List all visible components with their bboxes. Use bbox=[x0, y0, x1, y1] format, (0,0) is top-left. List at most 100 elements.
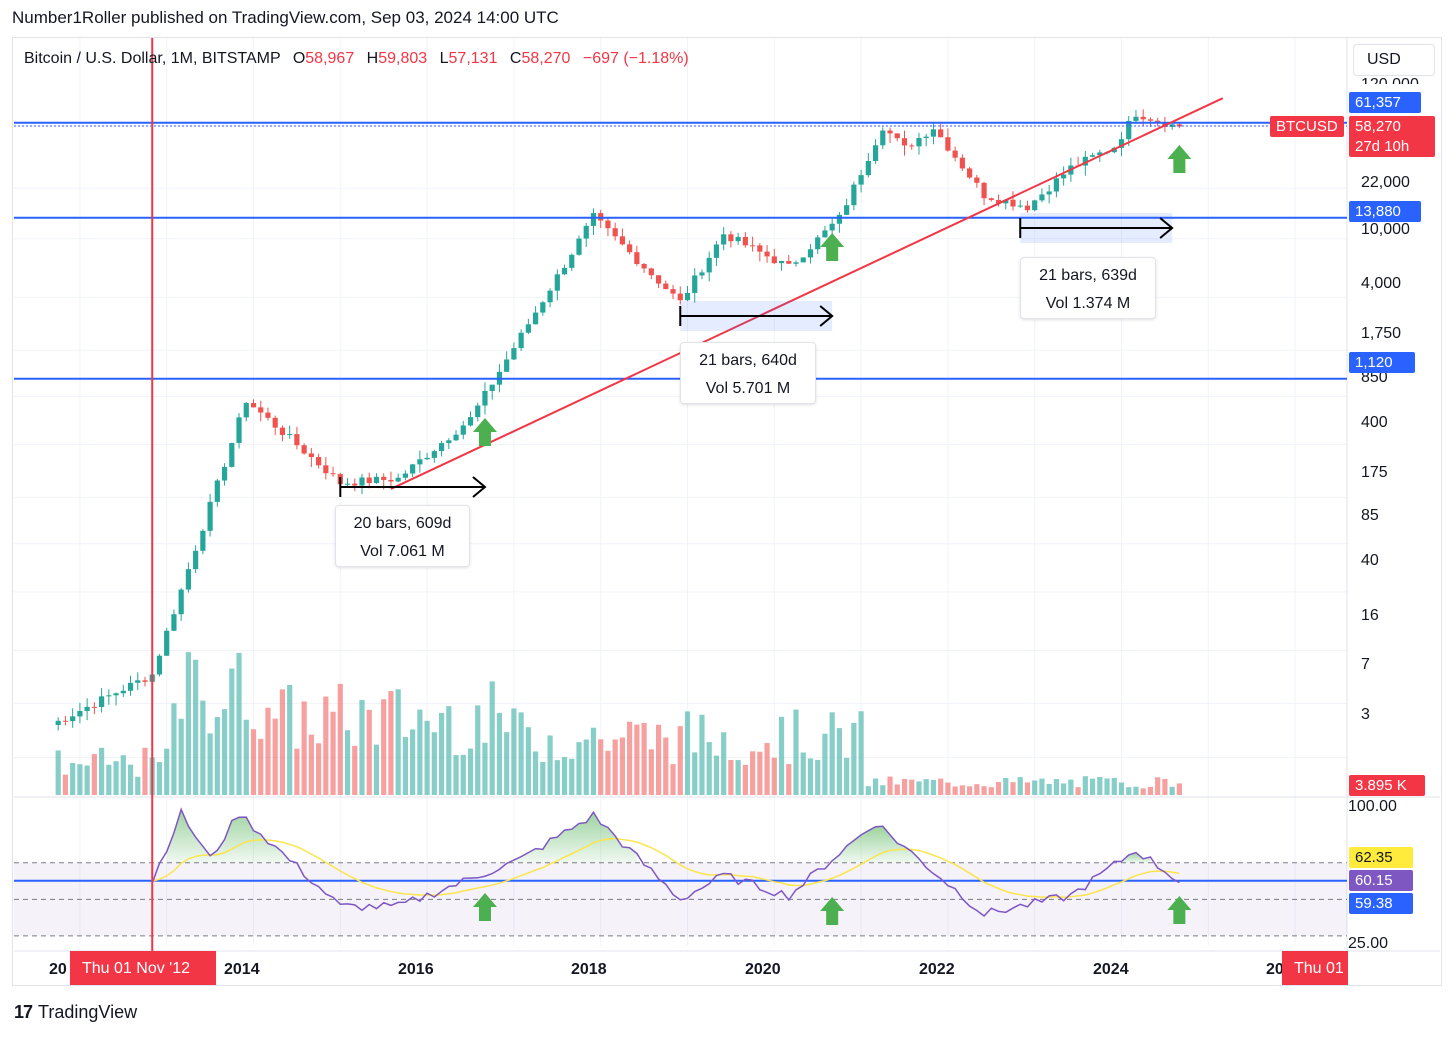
volume-bar bbox=[1089, 778, 1096, 795]
volume-bar bbox=[858, 711, 864, 795]
volume-bar bbox=[641, 722, 647, 795]
volume-bar bbox=[431, 732, 437, 795]
candle-body bbox=[619, 236, 625, 245]
candle-body bbox=[670, 289, 676, 294]
volume-bar bbox=[207, 733, 213, 795]
candle-body bbox=[923, 136, 929, 138]
volume-bar bbox=[959, 785, 965, 795]
volume-bar bbox=[894, 784, 900, 795]
volume-bar bbox=[865, 786, 871, 795]
candle-body bbox=[84, 706, 90, 712]
candle-body bbox=[178, 589, 184, 615]
volume-bar bbox=[467, 748, 474, 795]
candle-body bbox=[171, 614, 177, 631]
volume-bar bbox=[829, 712, 835, 795]
candle-body bbox=[880, 130, 886, 146]
measure-box-3[interactable]: 21 bars, 639d Vol 1.374 M bbox=[1020, 257, 1156, 319]
volume-bar bbox=[135, 776, 141, 795]
volume-bar bbox=[800, 752, 806, 795]
candle-body bbox=[641, 263, 647, 269]
x-label: 2018 bbox=[571, 961, 607, 978]
price-tick: 1,750 bbox=[1361, 325, 1402, 342]
volume-bar bbox=[482, 742, 488, 795]
volume-bar bbox=[627, 721, 633, 795]
measure-arrowhead bbox=[819, 305, 834, 327]
candle-body bbox=[135, 680, 141, 683]
price-tick: 3 bbox=[1361, 706, 1370, 723]
volume-bar bbox=[771, 757, 777, 795]
candle-body bbox=[533, 312, 539, 325]
candle-body bbox=[207, 501, 213, 531]
candle-body bbox=[583, 225, 589, 239]
candle-body bbox=[793, 262, 799, 264]
volume-bar bbox=[1061, 783, 1067, 795]
volume-bar bbox=[764, 743, 770, 795]
volume-bar bbox=[1140, 788, 1146, 795]
volume-bar bbox=[569, 758, 575, 795]
volume-bar bbox=[200, 700, 206, 795]
volume-bar bbox=[127, 764, 134, 795]
candle-body bbox=[901, 138, 908, 146]
measure-box-1[interactable]: 20 bars, 609d Vol 7.061 M bbox=[335, 505, 470, 567]
candle-body bbox=[692, 275, 698, 293]
x-label: 2022 bbox=[919, 961, 955, 978]
candle-body bbox=[193, 550, 199, 570]
candle-body bbox=[786, 260, 792, 264]
trend-line bbox=[390, 97, 1224, 490]
volume-bar bbox=[945, 782, 951, 795]
volume-bar bbox=[995, 782, 1002, 795]
candle-body bbox=[366, 477, 372, 484]
volume-bar bbox=[424, 720, 430, 795]
volume-bar bbox=[576, 742, 582, 795]
volume-bar bbox=[106, 764, 112, 795]
candle-body bbox=[308, 453, 314, 458]
candle-body bbox=[851, 184, 857, 206]
volume-bar bbox=[1104, 778, 1110, 795]
volume-bar bbox=[807, 758, 814, 795]
volume-bar bbox=[518, 712, 524, 795]
candle-body bbox=[655, 275, 662, 284]
candle-body bbox=[323, 465, 329, 474]
volume-bar bbox=[844, 757, 850, 795]
volume-bar bbox=[540, 761, 546, 795]
rsi-overbought-fill bbox=[513, 812, 637, 863]
candle-body bbox=[836, 214, 842, 224]
volume-bar bbox=[381, 699, 387, 795]
volume-bar bbox=[265, 707, 271, 795]
volume-bar bbox=[1046, 783, 1052, 795]
measure-bars: 21 bars, 639d bbox=[1039, 267, 1137, 284]
volume-bar bbox=[316, 743, 322, 795]
volume-bar bbox=[554, 760, 560, 795]
volume-bar bbox=[99, 747, 105, 795]
candle-body bbox=[576, 238, 582, 255]
volume-bar bbox=[221, 709, 228, 795]
rsi-pane bbox=[14, 807, 1347, 937]
x-label: 2020 bbox=[745, 961, 781, 978]
candle-body bbox=[807, 249, 814, 258]
measure-box-2[interactable]: 21 bars, 640d Vol 5.701 M bbox=[680, 342, 816, 404]
candle-body bbox=[1024, 205, 1031, 211]
candle-body bbox=[916, 137, 922, 147]
volume-bar bbox=[655, 724, 662, 795]
currency-button[interactable]: USD bbox=[1353, 44, 1435, 76]
volume-bar bbox=[735, 760, 741, 795]
candle-body bbox=[713, 244, 720, 258]
volume-bar bbox=[1010, 782, 1016, 795]
volume-bar bbox=[417, 709, 423, 795]
volume-bar bbox=[77, 764, 83, 795]
candle-body bbox=[1097, 152, 1103, 156]
volume-bar bbox=[872, 778, 879, 795]
candle-body bbox=[236, 417, 242, 443]
candle-body bbox=[858, 175, 864, 185]
volume-bar bbox=[330, 711, 336, 795]
up-arrow-icon bbox=[1167, 896, 1192, 924]
volume-bar bbox=[250, 729, 257, 795]
volume-bar bbox=[1082, 776, 1088, 795]
candle-body bbox=[1039, 194, 1045, 201]
price-tick-top: 120,000 bbox=[1361, 73, 1419, 84]
volume-bar bbox=[287, 685, 293, 795]
volume-bar bbox=[395, 689, 401, 795]
candle-body bbox=[294, 434, 300, 446]
rsi-overbought-fill bbox=[166, 809, 290, 863]
